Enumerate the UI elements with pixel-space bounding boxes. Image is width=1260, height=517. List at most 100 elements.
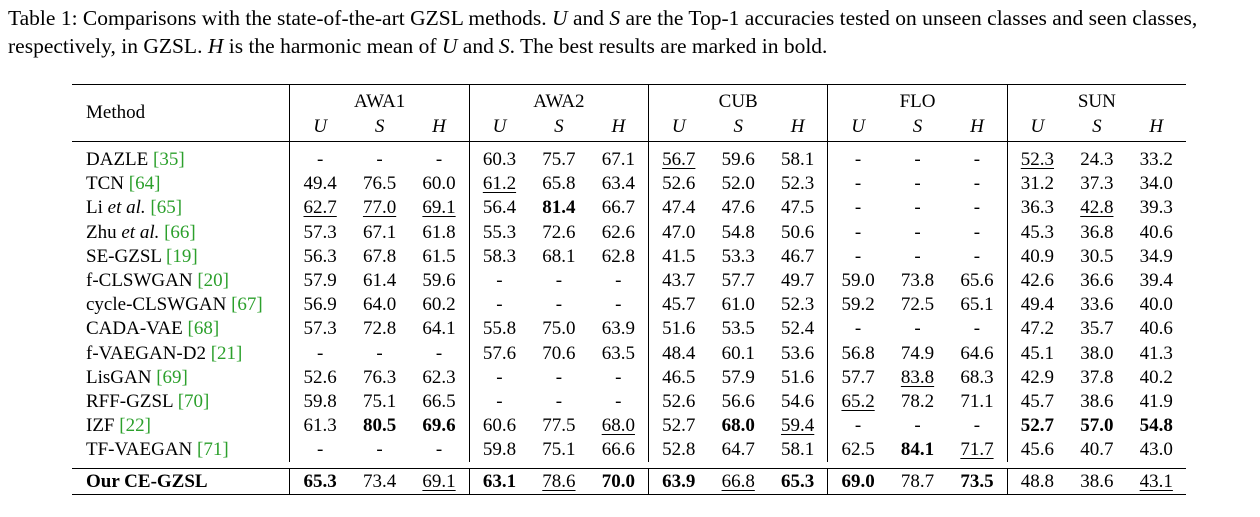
method-name: IZF [22] [86, 415, 151, 437]
value-text: 47.4 [662, 197, 696, 219]
value-text: 42.8 [1080, 197, 1114, 219]
metric-header: S [1092, 116, 1102, 137]
value-text: 78.6 [542, 470, 576, 492]
value-cell: 58.1 [767, 141, 828, 173]
value-cell: - [827, 141, 888, 173]
value-cell: 64.1 [409, 317, 469, 341]
value-text: 31.2 [1020, 173, 1055, 195]
value-text: 36.6 [1080, 270, 1114, 292]
value-text: 61.8 [422, 221, 456, 243]
value-cell: - [827, 196, 888, 221]
value-text: 61.5 [422, 245, 456, 267]
value-cell: 43.7 [648, 268, 709, 294]
value-text: 46.5 [662, 366, 696, 388]
value-cell: 47.0 [648, 220, 709, 245]
metric-header: H [432, 116, 446, 137]
citation-link: [68] [187, 318, 220, 340]
value-text: 77.5 [542, 415, 576, 437]
value-text: 59.6 [721, 149, 755, 171]
value-text: 30.5 [1080, 245, 1114, 267]
value-text: 60.1 [721, 342, 755, 364]
value-text: 51.6 [781, 366, 815, 388]
value-text: - [854, 197, 862, 219]
value-text: 47.2 [1020, 318, 1055, 340]
caption-text: is the harmonic mean of [228, 34, 437, 58]
value-cell: - [888, 245, 947, 269]
caption-text: are the Top-1 accuracies tested on unsee… [8, 6, 1198, 58]
value-text: 45.1 [1020, 342, 1055, 364]
value-cell: 41.3 [1127, 342, 1186, 366]
dataset-header: FLO [827, 84, 1008, 113]
value-cell: 58.3 [468, 244, 530, 269]
value-text: 56.4 [482, 197, 517, 219]
value-cell: 56.4 [468, 196, 530, 221]
value-text: 69.1 [422, 197, 456, 219]
value-cell: 81.4 [529, 196, 588, 220]
value-text: - [854, 415, 862, 437]
value-text: 63.9 [662, 470, 696, 492]
value-text: 45.6 [1020, 439, 1055, 461]
value-text: - [435, 149, 443, 171]
value-cell: 49.4 [289, 172, 350, 197]
metric-header: U [1006, 113, 1068, 142]
value-text: 74.9 [900, 342, 935, 364]
value-cell: 60.1 [708, 342, 767, 366]
value-text: 70.0 [601, 470, 635, 492]
value-text: 63.9 [601, 318, 635, 340]
value-cell: 60.3 [468, 141, 530, 173]
caption-text: and [572, 6, 604, 30]
value-cell: 57.0 [1067, 414, 1126, 438]
value-text: 56.8 [841, 342, 875, 364]
value-cell: 36.3 [1006, 196, 1068, 221]
value-cell: - [589, 269, 649, 293]
value-cell: 33.6 [1067, 293, 1126, 317]
value-cell: 65.3 [767, 468, 828, 495]
value-cell: 41.5 [648, 244, 709, 269]
value-cell: - [350, 438, 409, 462]
value-text: 40.7 [1080, 439, 1114, 461]
value-text: 45.7 [1020, 390, 1055, 412]
value-cell: 40.9 [1006, 244, 1068, 269]
value-cell: 57.3 [289, 220, 350, 245]
caption-text: and [462, 34, 494, 58]
value-cell: 63.1 [468, 468, 530, 495]
value-cell: 71.1 [947, 390, 1007, 414]
value-cell: 54.8 [1127, 414, 1186, 438]
value-cell: 35.7 [1067, 317, 1126, 341]
value-cell: 53.6 [768, 342, 828, 366]
method-name: f-VAEGAN-D2 [21] [86, 342, 243, 364]
value-text: - [973, 415, 981, 437]
value-text: 59.4 [781, 415, 815, 437]
value-text: 53.6 [781, 342, 815, 364]
value-text: 39.4 [1139, 270, 1173, 292]
dataset-header: AWA2 [468, 84, 649, 113]
table-row: Li et al. [65] 62.7 77.0 69.1 56.4 81.4 66.7 47… [72, 196, 1186, 221]
value-cell: 63.9 [589, 317, 649, 341]
value-text: - [615, 390, 622, 412]
value-text: 75.7 [542, 149, 576, 171]
method-header: Method [72, 84, 290, 142]
value-text: 34.0 [1139, 173, 1173, 195]
value-text: 49.4 [1020, 294, 1055, 316]
value-text: 66.5 [422, 390, 456, 412]
value-text: 57.0 [1080, 415, 1114, 437]
results-table-wrapper: Method AWA1 AWA2 CUB FLO SUN U S H U S H U S H U S H U S H D… [72, 84, 1186, 495]
value-cell: 52.6 [648, 389, 709, 415]
citation-link: [66] [164, 221, 196, 243]
value-text: 66.6 [601, 439, 635, 461]
value-text: 47.5 [781, 197, 815, 219]
value-text: 58.1 [781, 149, 815, 171]
method-name: TF-VAEGAN [71] [86, 439, 229, 461]
method-name: f-CLSWGAN [20] [86, 270, 230, 292]
value-text: 64.1 [422, 318, 456, 340]
value-cell: 58.1 [768, 438, 828, 462]
value-text: 37.3 [1080, 173, 1114, 195]
value-text: 63.1 [482, 470, 517, 492]
value-text: 60.3 [482, 149, 517, 171]
value-text: 56.3 [303, 245, 337, 267]
value-cell: 78.2 [888, 390, 947, 414]
value-text: 49.7 [781, 270, 815, 292]
value-text: 38.0 [1080, 342, 1114, 364]
value-text: 52.0 [721, 173, 755, 195]
